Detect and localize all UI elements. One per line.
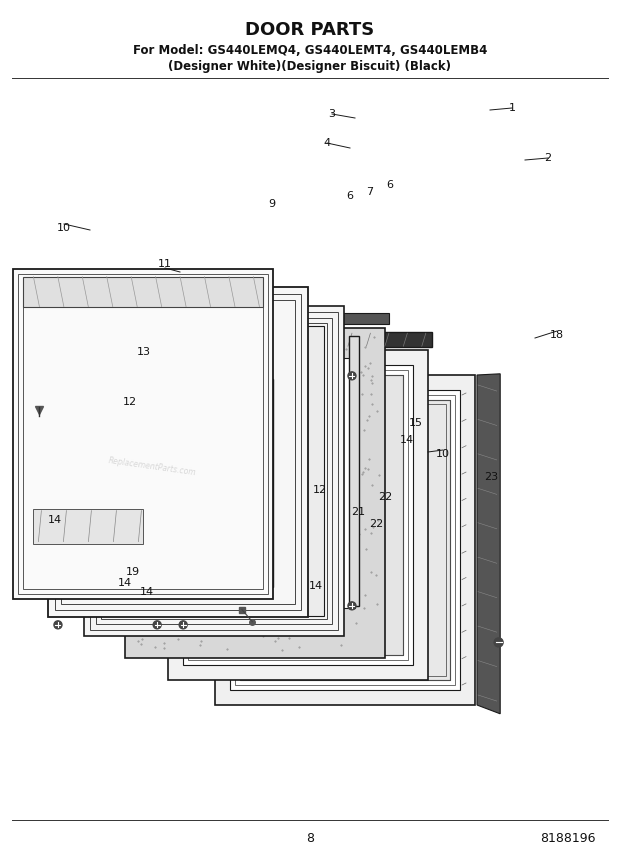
Text: 14: 14 xyxy=(118,578,132,588)
Text: ReplacementParts.com: ReplacementParts.com xyxy=(108,456,197,477)
Polygon shape xyxy=(183,366,413,665)
Circle shape xyxy=(348,372,356,380)
Text: 14: 14 xyxy=(140,587,154,597)
Polygon shape xyxy=(477,374,500,714)
Text: 7: 7 xyxy=(366,187,374,197)
Text: 22: 22 xyxy=(378,492,392,502)
Text: 19: 19 xyxy=(126,567,140,577)
Polygon shape xyxy=(240,400,450,680)
Text: 4: 4 xyxy=(324,138,330,148)
Polygon shape xyxy=(193,375,403,656)
Polygon shape xyxy=(155,358,355,608)
Polygon shape xyxy=(84,306,344,636)
Text: 8188196: 8188196 xyxy=(540,831,596,845)
Text: (Designer White)(Designer Biscuit) (Black): (Designer White)(Designer Biscuit) (Blac… xyxy=(169,60,451,73)
Text: 23: 23 xyxy=(484,472,498,482)
Polygon shape xyxy=(14,269,273,598)
Text: 21: 21 xyxy=(351,507,365,517)
Text: 15: 15 xyxy=(409,418,423,428)
Text: 18: 18 xyxy=(550,330,564,340)
Polygon shape xyxy=(230,390,460,690)
Polygon shape xyxy=(215,375,475,705)
Text: 12: 12 xyxy=(313,485,327,495)
Text: 6: 6 xyxy=(386,180,394,190)
Circle shape xyxy=(348,602,356,609)
Text: DOOR PARTS: DOOR PARTS xyxy=(246,21,374,39)
Polygon shape xyxy=(128,313,389,324)
Text: 14: 14 xyxy=(309,581,323,591)
Text: 14: 14 xyxy=(48,515,62,525)
Text: 1: 1 xyxy=(508,103,515,113)
Text: 12: 12 xyxy=(123,397,137,407)
Circle shape xyxy=(494,638,503,647)
Polygon shape xyxy=(104,326,324,615)
Text: 22: 22 xyxy=(369,519,383,529)
Polygon shape xyxy=(125,328,385,657)
Polygon shape xyxy=(33,508,143,544)
Text: 10: 10 xyxy=(57,223,71,233)
Circle shape xyxy=(54,621,62,629)
Text: 10: 10 xyxy=(436,449,450,459)
Text: 2: 2 xyxy=(544,153,552,163)
Polygon shape xyxy=(168,350,428,681)
Text: 6: 6 xyxy=(347,191,353,201)
Text: 3: 3 xyxy=(329,109,335,119)
Polygon shape xyxy=(48,287,308,617)
Circle shape xyxy=(153,621,161,629)
Circle shape xyxy=(179,621,187,629)
Polygon shape xyxy=(83,379,273,587)
Text: 8: 8 xyxy=(306,831,314,845)
Polygon shape xyxy=(24,276,264,306)
Text: 14: 14 xyxy=(400,435,414,445)
Polygon shape xyxy=(349,336,359,606)
Text: 9: 9 xyxy=(268,199,275,209)
Text: 13: 13 xyxy=(137,347,151,357)
Polygon shape xyxy=(172,332,432,348)
Text: For Model: GS440LEMQ4, GS440LEMT4, GS440LEMB4: For Model: GS440LEMQ4, GS440LEMT4, GS440… xyxy=(133,44,487,56)
Text: 11: 11 xyxy=(158,259,172,269)
